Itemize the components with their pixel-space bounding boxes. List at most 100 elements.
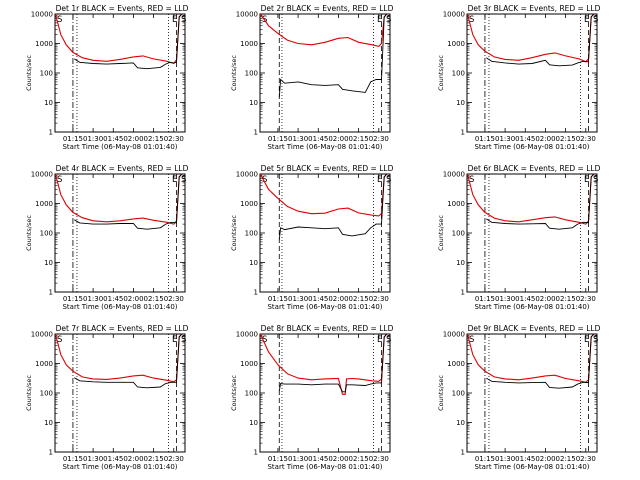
y-tick-label: 1000 xyxy=(35,360,53,368)
y-tick-label: 1 xyxy=(461,129,465,137)
marker-e: E xyxy=(377,335,382,345)
x-tick-label: 01:15 xyxy=(63,295,83,303)
y-tick-label: 1 xyxy=(254,129,258,137)
y-tick-label: 100 xyxy=(452,70,465,78)
marker-e: E xyxy=(584,175,589,185)
marker-s: S xyxy=(469,335,474,345)
x-axis-label: Start Time (06-May-08 01:01:40) xyxy=(474,143,589,151)
x-tick-label: 02:30 xyxy=(164,295,184,303)
y-axis-label: Counts/sec xyxy=(25,215,33,251)
x-tick-label: 02:15 xyxy=(144,135,164,143)
marker-s: S xyxy=(469,15,474,25)
panel-9: Det 9r BLACK = Events, RED = LLD 1 10 100 10… xyxy=(437,324,601,471)
x-tick-label: 01:30 xyxy=(495,295,515,303)
plot-frame xyxy=(54,13,186,133)
y-tick-label: 10 xyxy=(456,259,465,267)
x-tick-label: 01:15 xyxy=(268,455,288,463)
y-tick-label: 10000 xyxy=(443,171,465,179)
y-tick-label: 100 xyxy=(452,230,465,238)
x-tick-label: 01:15 xyxy=(475,295,495,303)
series-line-lld xyxy=(54,333,183,383)
panel-title: Det 1r BLACK = Events, RED = LLD xyxy=(56,4,189,13)
y-axis-label: Counts/sec xyxy=(230,55,238,91)
series-line-events xyxy=(74,13,183,70)
marker-e: E xyxy=(172,15,177,25)
x-axis-label: Start Time (06-May-08 01:01:40) xyxy=(267,143,382,151)
y-tick-label: 1000 xyxy=(240,40,258,48)
x-axis-label: Start Time (06-May-08 01:01:40) xyxy=(474,303,589,311)
x-tick-label: 01:30 xyxy=(495,455,515,463)
marker-e: E xyxy=(584,15,589,25)
y-tick-label: 1000 xyxy=(35,200,53,208)
x-tick-label: 02:00 xyxy=(123,455,143,463)
x-tick-label: 02:00 xyxy=(535,295,555,303)
x-tick-label: 01:45 xyxy=(308,295,328,303)
x-tick-label: 02:15 xyxy=(556,295,576,303)
marker-s: S xyxy=(593,335,598,345)
series-line-lld xyxy=(54,173,183,225)
marker-e: E xyxy=(377,15,382,25)
x-tick-label: 02:15 xyxy=(556,455,576,463)
series-line-lld xyxy=(466,333,595,383)
x-tick-label: 01:45 xyxy=(103,135,123,143)
y-tick-label: 10000 xyxy=(31,11,53,19)
y-tick-label: 1000 xyxy=(447,360,465,368)
y-axis-label: Counts/sec xyxy=(230,215,238,251)
x-tick-label: 02:30 xyxy=(576,135,596,143)
x-tick-label: 02:30 xyxy=(164,135,184,143)
y-axis-label: Counts/sec xyxy=(230,375,238,411)
y-tick-label: 10000 xyxy=(31,171,53,179)
x-tick-label: 01:30 xyxy=(495,135,515,143)
x-tick-label: 01:45 xyxy=(308,455,328,463)
x-tick-label: 01:15 xyxy=(268,135,288,143)
y-tick-label: 10 xyxy=(44,259,53,267)
x-tick-label: 02:00 xyxy=(123,135,143,143)
marker-s: S xyxy=(262,175,267,185)
panel-title: Det 2r BLACK = Events, RED = LLD xyxy=(261,4,394,13)
y-tick-label: 10000 xyxy=(443,11,465,19)
marker-e: E xyxy=(172,175,177,185)
plot-frame xyxy=(466,333,598,453)
y-tick-label: 1 xyxy=(254,449,258,457)
y-tick-label: 1000 xyxy=(447,200,465,208)
y-tick-label: 1 xyxy=(49,289,53,297)
y-tick-label: 10 xyxy=(456,419,465,427)
x-tick-label: 01:30 xyxy=(83,455,103,463)
y-tick-label: 100 xyxy=(40,230,53,238)
y-tick-label: 10 xyxy=(249,419,258,427)
y-tick-label: 100 xyxy=(452,390,465,398)
y-tick-label: 1000 xyxy=(447,40,465,48)
y-tick-label: 100 xyxy=(245,70,258,78)
plot-frame xyxy=(466,13,598,133)
marker-s: S xyxy=(57,175,62,185)
series-line-lld xyxy=(54,13,183,65)
x-tick-label: 01:30 xyxy=(288,135,308,143)
panel-title: Det 6r BLACK = Events, RED = LLD xyxy=(468,164,601,173)
marker-e: E xyxy=(377,175,382,185)
x-tick-label: 01:15 xyxy=(475,455,495,463)
series-line-lld xyxy=(259,173,388,217)
x-tick-label: 01:45 xyxy=(515,295,535,303)
series-line-events xyxy=(486,173,595,230)
x-tick-label: 02:15 xyxy=(349,135,369,143)
x-tick-label: 02:30 xyxy=(369,455,389,463)
marker-s: S xyxy=(181,175,186,185)
x-tick-label: 01:45 xyxy=(308,135,328,143)
y-tick-label: 1000 xyxy=(240,200,258,208)
marker-s: S xyxy=(386,175,391,185)
marker-s: S xyxy=(57,15,62,25)
x-tick-label: 02:00 xyxy=(328,455,348,463)
panel-4: Det 4r BLACK = Events, RED = LLD 1 10 100 10… xyxy=(25,164,189,311)
y-axis-label: Counts/sec xyxy=(437,55,445,91)
y-tick-label: 10000 xyxy=(236,171,258,179)
panel-7: Det 7r BLACK = Events, RED = LLD 1 10 100 10… xyxy=(25,324,189,471)
y-tick-label: 10000 xyxy=(236,11,258,19)
marker-s: S xyxy=(57,335,62,345)
y-tick-label: 1000 xyxy=(240,360,258,368)
panel-1: Det 1r BLACK = Events, RED = LLD 1 10 100 10… xyxy=(25,4,189,151)
series-line-events xyxy=(74,173,183,230)
x-tick-label: 02:30 xyxy=(164,455,184,463)
plot-frame xyxy=(54,333,186,453)
y-tick-label: 100 xyxy=(40,390,53,398)
x-tick-label: 01:30 xyxy=(288,295,308,303)
